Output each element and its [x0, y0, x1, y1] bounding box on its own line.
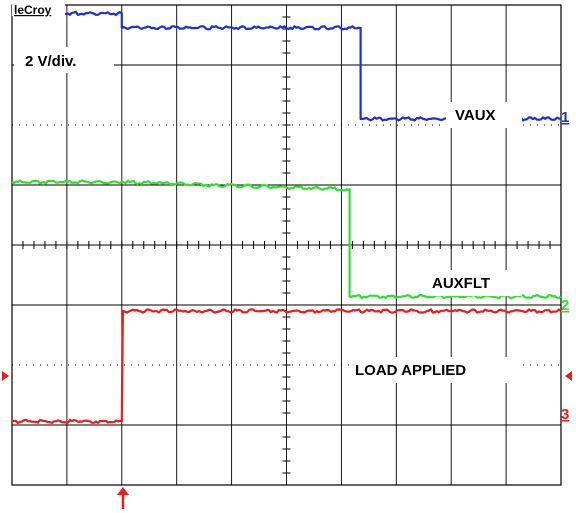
trace-load-applied: [11, 308, 562, 424]
auxflt-label: AUXFLT: [432, 275, 490, 292]
load-label: LOAD APPLIED: [355, 362, 466, 379]
brand-box: [12, 3, 65, 16]
trigger-position-arrow-icon: [117, 487, 129, 509]
channel-3-marker: 3: [561, 406, 569, 423]
graticule: [11, 4, 562, 486]
scale-box: [14, 47, 114, 73]
auxflt-label-bg: [426, 270, 522, 296]
trigger-level-left-arrow-icon: [2, 371, 9, 381]
load-label-bg: [350, 357, 518, 383]
channel-1-marker: 1: [561, 109, 569, 126]
vaux-label: VAUX: [455, 107, 496, 124]
trigger-level-right-arrow-icon: [565, 371, 572, 381]
brand-label: leCroy: [14, 3, 52, 17]
channel-2-marker: 2: [561, 297, 569, 314]
scale-label: 2 V/div.: [25, 53, 76, 70]
vaux-label-bg: [446, 102, 522, 128]
